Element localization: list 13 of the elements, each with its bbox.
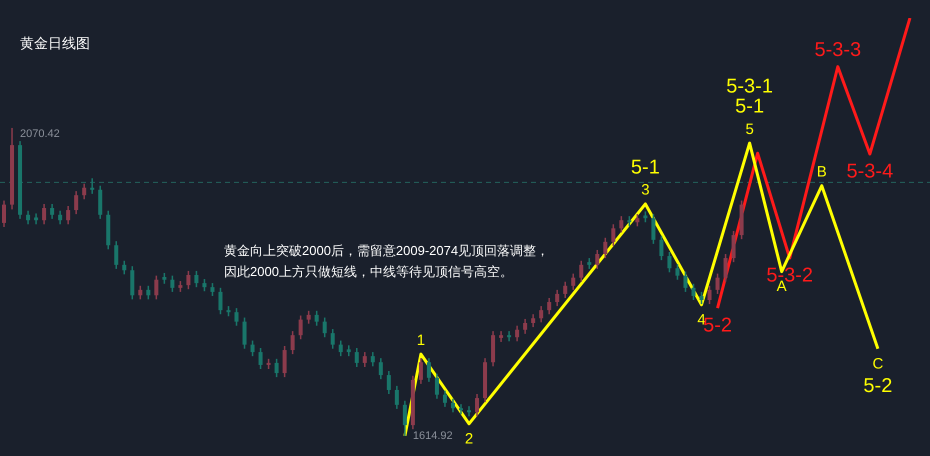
- annotation: C 5-2: [863, 355, 892, 398]
- annotation: 2: [464, 430, 474, 448]
- annotation: 1: [416, 332, 426, 349]
- annotation: 5-1 3: [630, 156, 660, 199]
- annotation: 5-3-1 5-1 5: [726, 76, 773, 138]
- annotation: 5-3-3: [814, 39, 862, 62]
- annotation: B: [816, 163, 827, 180]
- annotation: 黄金向上突破2000后，需留意2009-2074见顶回落调整，因此2000上方只做短线，中线等待见顶信号高空。: [224, 242, 550, 281]
- annotation: 5-3-4: [846, 160, 894, 182]
- annotation: 5-2: [703, 314, 732, 337]
- text: 1614.92: [412, 430, 453, 442]
- chart-title: 黄金日线图: [20, 35, 90, 53]
- text: 2070.42: [20, 128, 60, 140]
